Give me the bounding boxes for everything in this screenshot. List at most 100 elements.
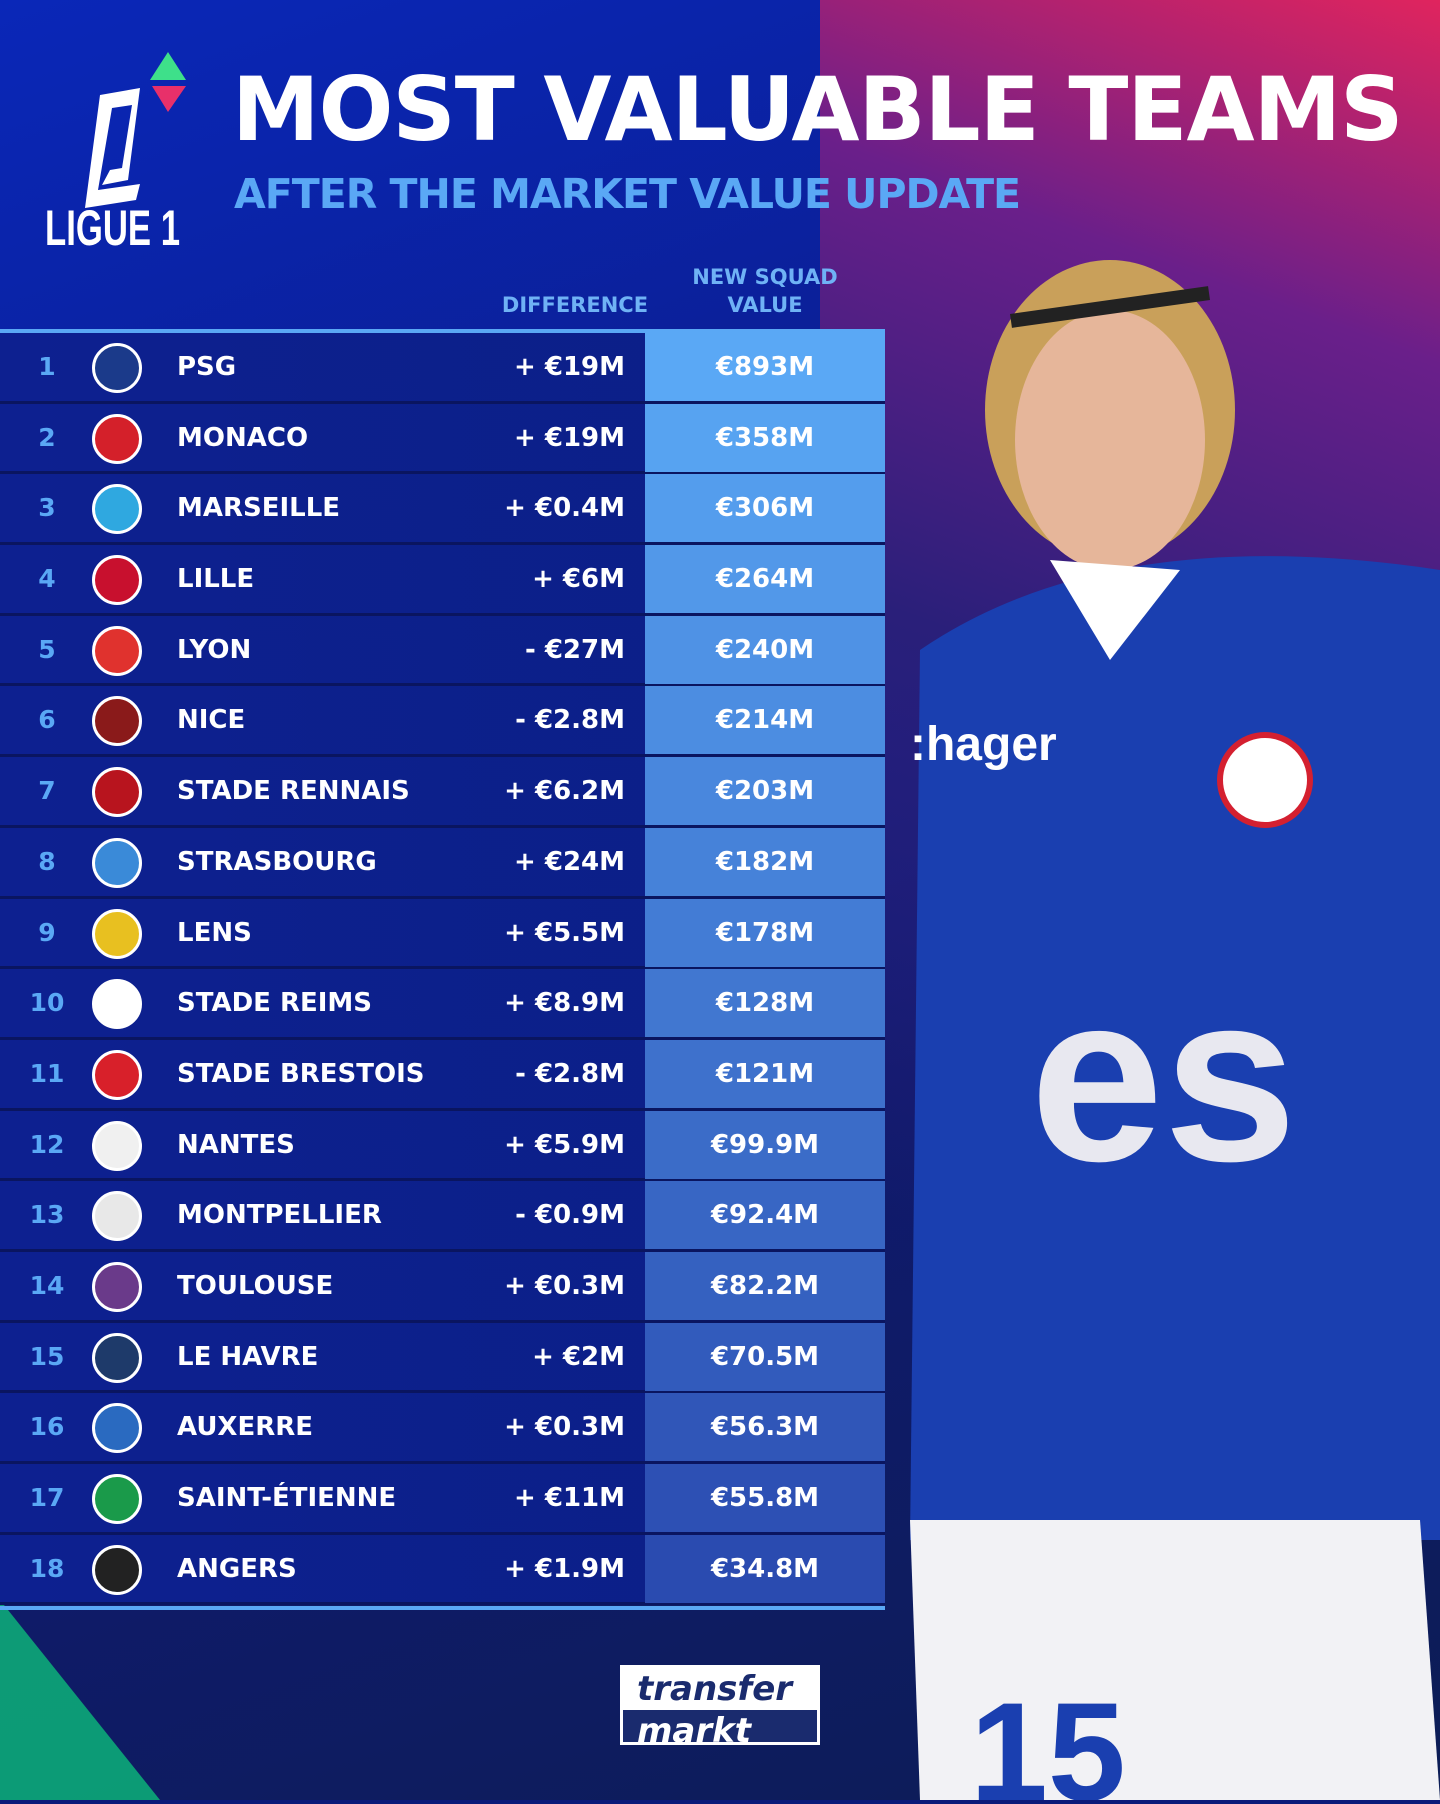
page-title: MOST VALUABLE TEAMS [232, 58, 1404, 161]
squad-value: €55.8M [645, 1464, 885, 1532]
value-difference: + €11M [514, 1483, 625, 1513]
team-rank: 16 [29, 1412, 65, 1442]
value-difference: + €0.4M [504, 493, 625, 524]
value-difference: + €2M [532, 1341, 625, 1372]
squad-value: €128M [645, 969, 885, 1038]
team-crest-icon [92, 1332, 142, 1383]
team-name: MARSEILLE [177, 493, 341, 524]
table-row: 14 TOULOUSE + €0.3M €82.2M [0, 1251, 885, 1323]
table-top-border [0, 329, 885, 333]
svg-text::hager: :hager [910, 718, 1057, 771]
team-rank: 12 [29, 1129, 65, 1159]
team-crest-icon [92, 1544, 142, 1595]
squad-value: €214M [645, 686, 885, 755]
team-name: TOULOUSE [177, 1270, 334, 1301]
squad-value: €893M [645, 333, 885, 401]
player-photo: :hager es 15 [880, 240, 1440, 1804]
team-rank: 4 [38, 564, 56, 594]
team-name: NANTES [177, 1129, 295, 1160]
team-name: STRASBOURG [177, 846, 377, 877]
team-rank: 9 [38, 917, 56, 947]
team-crest-icon [92, 767, 142, 818]
team-rank: 5 [38, 634, 56, 664]
squad-value: €56.3M [645, 1393, 885, 1462]
team-crest-icon [92, 484, 142, 535]
team-crest-icon [92, 413, 142, 464]
team-rank: 2 [38, 422, 56, 452]
team-name: LENS [177, 917, 252, 948]
team-name: STADE REIMS [177, 988, 373, 1019]
team-crest-icon [92, 979, 142, 1030]
squad-value: €99.9M [645, 1110, 885, 1179]
team-rank: 3 [38, 493, 56, 523]
value-difference: - €0.9M [515, 1200, 625, 1231]
table-row: 10 STADE REIMS + €8.9M €128M [0, 969, 885, 1040]
value-difference: + €19M [514, 352, 625, 382]
squad-value: €178M [645, 898, 885, 967]
table-row: 8 STRASBOURG + €24M €182M [0, 827, 885, 899]
transfermarkt-logo: transfer markt [620, 1665, 820, 1748]
team-crest-icon [92, 625, 142, 676]
squad-value: €70.5M [645, 1322, 885, 1391]
table-row: 5 LYON - €27M €240M [0, 615, 885, 687]
team-rank: 1 [38, 352, 56, 381]
team-crest-icon [92, 343, 142, 393]
table-bottom-border [0, 1606, 885, 1610]
squad-value: €34.8M [645, 1534, 885, 1603]
team-crest-icon [92, 1261, 142, 1312]
value-difference: + €6M [532, 564, 625, 595]
value-difference: - €27M [525, 634, 625, 665]
teams-table: 1 PSG + €19M €893M 2 MONACO + €19M €358M 3… [0, 333, 885, 1606]
team-rank: 8 [38, 846, 56, 876]
value-difference: + €6.2M [504, 776, 625, 807]
green-accent-shape [0, 1600, 160, 1800]
team-name: ANGERS [177, 1553, 297, 1584]
table-row: 7 STADE RENNAIS + €6.2M €203M [0, 757, 885, 828]
team-name: LE HAVRE [177, 1341, 319, 1372]
team-name: AUXERRE [177, 1412, 314, 1443]
team-rank: 10 [29, 988, 65, 1018]
team-name: STADE BRESTOIS [177, 1058, 425, 1089]
team-rank: 13 [29, 1200, 65, 1230]
value-header-line2: VALUE [727, 293, 803, 317]
table-row: 15 LE HAVRE + €2M €70.5M [0, 1322, 885, 1394]
team-crest-icon [92, 1120, 142, 1171]
svg-text:es: es [1030, 943, 1297, 1211]
team-rank: 7 [38, 776, 56, 806]
team-crest-icon [92, 1474, 142, 1524]
value-difference: - €2.8M [515, 705, 625, 736]
table-row: 17 SAINT-ÉTIENNE + €11M €55.8M [0, 1464, 885, 1535]
team-rank: 6 [38, 705, 56, 735]
squad-value: €92.4M [645, 1181, 885, 1250]
team-rank: 11 [29, 1058, 65, 1088]
table-row: 11 STADE BRESTOIS - €2.8M €121M [0, 1039, 885, 1111]
table-row: 4 LILLE + €6M €264M [0, 545, 885, 616]
squad-value: €121M [645, 1039, 885, 1108]
team-name: MONTPELLIER [177, 1200, 382, 1231]
team-name: PSG [177, 352, 237, 382]
ligue1-logo: LIGUE 1 [40, 50, 210, 256]
team-crest-icon [92, 1049, 142, 1100]
value-difference: + €8.9M [504, 988, 625, 1019]
value-difference: + €5.5M [504, 917, 625, 948]
value-column-header: NEW SQUAD VALUE [685, 263, 845, 319]
value-difference: + €0.3M [504, 1412, 625, 1443]
value-difference: + €5.9M [504, 1129, 625, 1160]
table-row: 18 ANGERS + €1.9M €34.8M [0, 1534, 885, 1606]
table-row: 1 PSG + €19M €893M [0, 333, 885, 404]
team-rank: 15 [29, 1341, 65, 1371]
value-difference: - €2.8M [515, 1058, 625, 1089]
team-name: MONACO [177, 422, 309, 453]
svg-text:LIGUE 1: LIGUE 1 [45, 200, 180, 250]
squad-value: €240M [645, 615, 885, 684]
value-difference: + €1.9M [504, 1553, 625, 1584]
team-rank: 17 [29, 1483, 65, 1512]
table-row: 6 NICE - €2.8M €214M [0, 686, 885, 758]
team-crest-icon [92, 908, 142, 959]
team-name: LYON [177, 634, 252, 665]
squad-value: €264M [645, 545, 885, 614]
squad-value: €358M [645, 403, 885, 472]
team-rank: 18 [29, 1553, 65, 1583]
value-header-line1: NEW SQUAD [692, 265, 838, 289]
team-crest-icon [92, 837, 142, 888]
